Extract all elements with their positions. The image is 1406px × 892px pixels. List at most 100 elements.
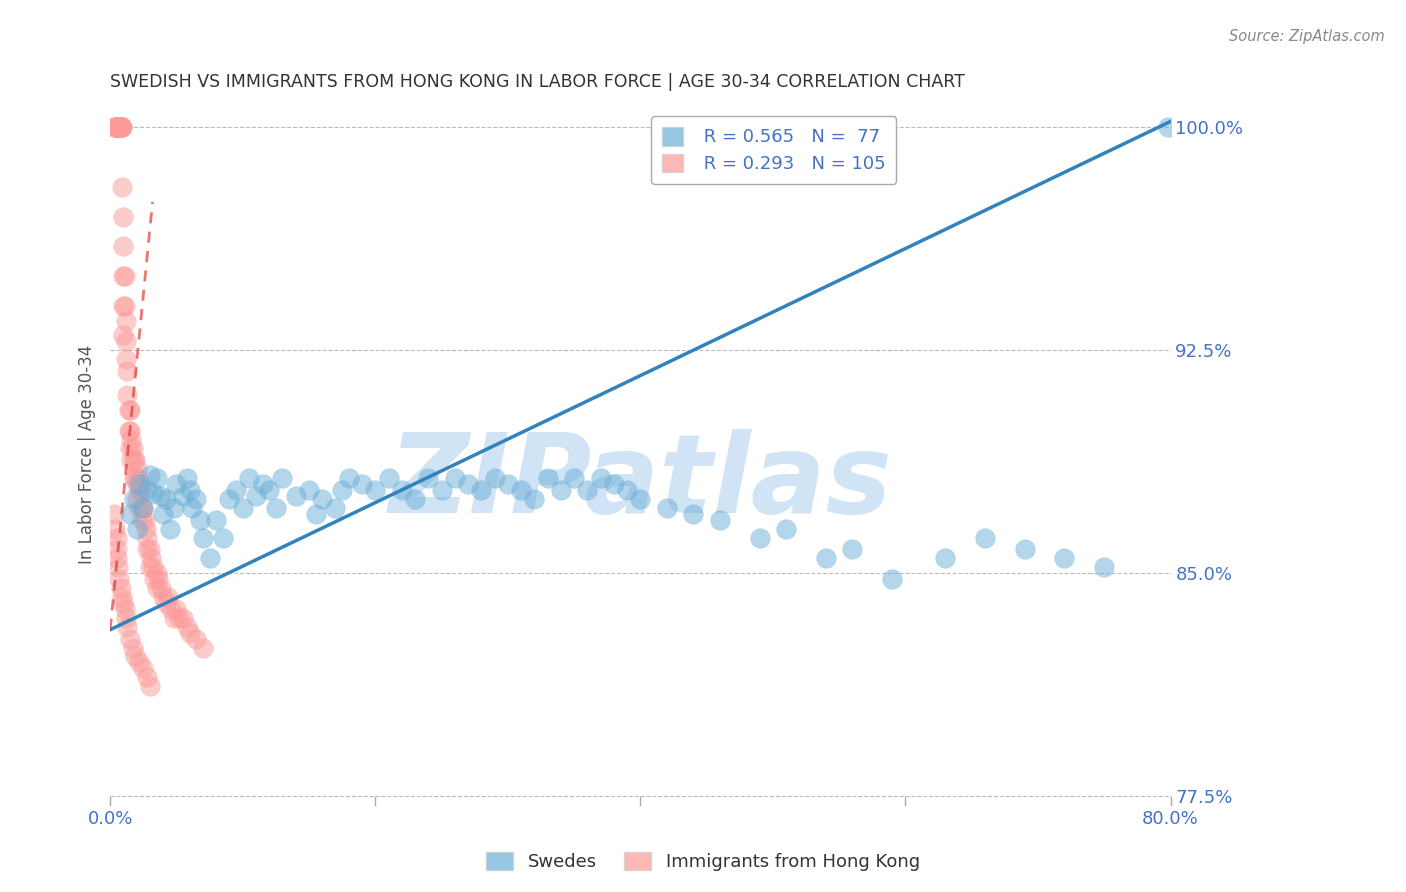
Point	[111, 590, 134, 604]
Point	[125, 870, 148, 884]
Point	[218, 491, 240, 506]
Point	[118, 424, 141, 438]
Point	[142, 560, 165, 574]
Point	[1053, 551, 1076, 566]
Point	[128, 477, 150, 491]
Point	[510, 483, 533, 497]
Point	[165, 477, 187, 491]
Point	[104, 522, 127, 536]
Point	[841, 542, 863, 557]
Point	[110, 120, 132, 135]
Point	[562, 471, 585, 485]
Point	[105, 542, 128, 557]
Point	[155, 596, 177, 610]
Point	[104, 120, 127, 135]
Point	[974, 531, 997, 545]
Point	[105, 551, 128, 566]
Point	[114, 268, 136, 283]
Point	[124, 453, 146, 467]
Point	[112, 210, 135, 224]
Point	[159, 522, 181, 536]
Point	[108, 120, 131, 135]
Point	[443, 471, 465, 485]
Point	[172, 489, 194, 503]
Point	[122, 471, 145, 485]
Point	[118, 632, 141, 646]
Point	[135, 522, 157, 536]
Point	[121, 640, 143, 655]
Point	[118, 424, 141, 438]
Point	[112, 268, 135, 283]
Point	[576, 483, 599, 497]
Text: Source: ZipAtlas.com: Source: ZipAtlas.com	[1229, 29, 1385, 44]
Point	[118, 870, 141, 884]
Point	[167, 611, 190, 625]
Point	[107, 560, 129, 574]
Point	[311, 491, 333, 506]
Point	[245, 489, 267, 503]
Point	[108, 120, 131, 135]
Point	[603, 477, 626, 491]
Point	[350, 477, 373, 491]
Point	[211, 531, 233, 545]
Point	[122, 863, 145, 878]
Point	[882, 572, 904, 586]
Point	[103, 120, 125, 135]
Point	[179, 625, 201, 640]
Point	[134, 513, 156, 527]
Point	[176, 620, 198, 634]
Point	[131, 500, 153, 515]
Point	[131, 513, 153, 527]
Point	[115, 857, 138, 871]
Point	[523, 491, 546, 506]
Point	[377, 471, 399, 485]
Point	[682, 507, 704, 521]
Point	[107, 120, 129, 135]
Point	[589, 471, 612, 485]
Point	[120, 433, 142, 447]
Point	[146, 572, 169, 586]
Point	[124, 649, 146, 664]
Point	[117, 388, 139, 402]
Legend: Swedes, Immigrants from Hong Kong: Swedes, Immigrants from Hong Kong	[479, 845, 927, 879]
Point	[191, 531, 214, 545]
Point	[136, 531, 159, 545]
Point	[132, 661, 155, 675]
Point	[136, 542, 159, 557]
Point	[107, 120, 129, 135]
Point	[139, 679, 162, 693]
Point	[122, 453, 145, 467]
Point	[142, 572, 165, 586]
Point	[105, 531, 128, 545]
Point	[149, 581, 172, 595]
Point	[108, 572, 131, 586]
Point	[496, 477, 519, 491]
Point	[186, 632, 208, 646]
Point	[364, 483, 387, 497]
Point	[105, 120, 128, 135]
Point	[152, 590, 174, 604]
Point	[139, 468, 162, 483]
Point	[145, 566, 167, 581]
Point	[225, 483, 247, 497]
Point	[536, 471, 558, 485]
Point	[108, 120, 131, 135]
Point	[125, 491, 148, 506]
Point	[1157, 120, 1180, 135]
Point	[748, 531, 770, 545]
Point	[163, 611, 186, 625]
Point	[136, 483, 159, 497]
Point	[232, 500, 254, 515]
Point	[550, 483, 572, 497]
Point	[114, 602, 136, 616]
Legend:  R = 0.565   N =  77,  R = 0.293   N = 105: R = 0.565 N = 77, R = 0.293 N = 105	[651, 116, 897, 184]
Point	[127, 471, 149, 485]
Point	[709, 513, 731, 527]
Point	[136, 670, 159, 684]
Point	[105, 120, 128, 135]
Point	[157, 590, 180, 604]
Point	[105, 120, 128, 135]
Point	[191, 640, 214, 655]
Point	[111, 120, 134, 135]
Point	[111, 120, 134, 135]
